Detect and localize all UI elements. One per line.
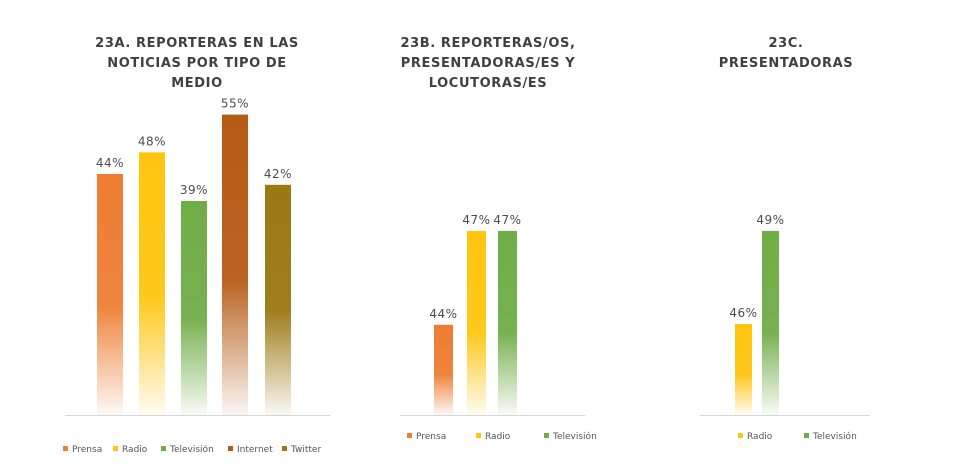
legend-item: Prensa [72, 445, 102, 455]
data-label: 49% [756, 213, 784, 227]
data-label: 47% [462, 213, 490, 227]
chart-title: 23C. PRESENTADORAS [719, 36, 854, 71]
legend-swatch [738, 433, 743, 438]
legend-item: Internet [237, 445, 273, 455]
chart-title-line: MEDIO [171, 76, 223, 91]
legend-item: Televisión [169, 444, 214, 455]
data-label: 55% [221, 97, 249, 111]
legend-swatch [228, 446, 233, 451]
chart-panel-2: 23B. REPORTERAS/OS, PRESENTADORAS/ES Y LOC… [400, 36, 597, 442]
data-label: 46% [729, 306, 757, 320]
legend-item: Televisión [552, 431, 597, 442]
bar-radio [735, 324, 752, 415]
bar-televisin [181, 201, 207, 415]
chart-title-line: NOTICIAS POR TIPO DE [107, 56, 287, 71]
bar-prensa [97, 174, 123, 415]
chart-title-line: PRESENTADORAS/ES Y [401, 56, 575, 71]
chart-title: 23B. REPORTERAS/OS, PRESENTADORAS/ES Y LOC… [400, 36, 575, 91]
chart-panel-1: 23A. REPORTERAS EN LAS NOTICIAS POR TIPO … [63, 36, 330, 455]
data-label: 47% [493, 213, 521, 227]
bar-televisin [762, 231, 779, 415]
legend-item: Twitter [290, 445, 321, 455]
bar-radio [139, 152, 165, 415]
legend-swatch [63, 446, 68, 451]
chart-title-line: PRESENTADORAS [719, 56, 854, 71]
chart-title-line: 23C. [769, 36, 804, 51]
chart-title-line: 23A. REPORTERAS EN LAS [95, 36, 299, 51]
legend-item: Televisión [812, 431, 857, 442]
data-label: 44% [96, 156, 124, 170]
legend-item: Radio [747, 432, 773, 442]
legend-item: Radio [485, 432, 511, 442]
bar-twitter [265, 184, 291, 415]
bar-radio [467, 230, 486, 415]
data-label: 44% [429, 307, 457, 321]
legend-swatch [407, 433, 412, 438]
legend-swatch [161, 446, 166, 451]
chart-title-line: LOCUTORAS/ES [429, 76, 548, 91]
legend-swatch [544, 433, 549, 438]
bar-prensa [434, 324, 453, 415]
legend-item: Prensa [416, 432, 446, 442]
data-label: 48% [138, 134, 166, 148]
data-label: 42% [264, 167, 292, 181]
chart-panel-3: 23C. PRESENTADORAS 46% 49% Radio Televisión [700, 36, 870, 442]
legend-swatch [804, 433, 809, 438]
legend-swatch [282, 446, 287, 451]
data-label: 39% [180, 183, 208, 197]
legend-item: Radio [122, 445, 148, 455]
legend-swatch [113, 446, 118, 451]
bar-internet [222, 114, 248, 415]
chart-title-line: 23B. REPORTERAS/OS, [400, 36, 575, 51]
chart-title: 23A. REPORTERAS EN LAS NOTICIAS POR TIPO … [95, 36, 299, 91]
bar-televisin [498, 230, 517, 415]
legend-swatch [476, 433, 481, 438]
